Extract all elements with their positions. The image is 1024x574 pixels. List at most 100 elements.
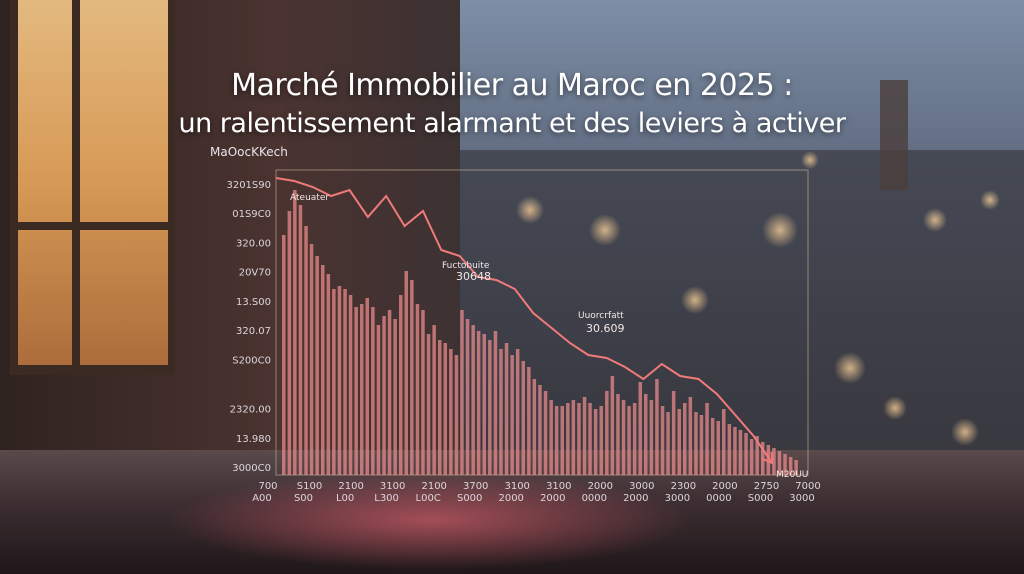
bar [582,397,587,475]
bar [766,445,771,475]
bar [421,310,425,475]
bar [337,286,342,475]
x-tick-sublabel: 2000 [540,493,565,504]
x-tick-label: S100 [297,481,322,492]
x-tick-sublabel: S00 [294,493,313,504]
page-subtitle: un ralentissement alarmant et des levier… [178,108,846,139]
y-tick-label: 13.980 [236,434,271,445]
bar [783,454,787,475]
bar [348,295,353,475]
bar [777,451,782,475]
bar [571,400,576,475]
bar [527,367,531,475]
bar [683,403,687,475]
y-tick-label: 320.07 [236,326,271,337]
bar [694,412,698,475]
bar [499,349,503,475]
bar [465,319,470,475]
bar [304,226,308,475]
annotation-mid-value: 30648 [456,270,491,283]
bar [788,457,793,475]
trend-arrow-head [761,451,774,465]
bar [415,304,420,475]
bar [438,340,442,475]
bar [727,424,732,475]
bar [649,400,654,475]
bar [593,409,598,475]
bar [688,397,693,475]
bar [354,307,358,475]
y-tick-label: 13.S00 [236,297,271,308]
x-tick-label: 3100 [546,481,571,492]
bar [443,343,447,475]
bar [644,394,648,475]
x-tick-sublabel: 2000 [498,493,523,504]
bar [493,331,498,475]
bar [521,361,525,475]
x-tick-sublabel: S000 [748,493,773,504]
x-tick-sublabel: 3000 [665,493,690,504]
x-tick-label: 3100 [504,481,529,492]
bar [599,406,603,475]
annotation-late-label: Uuorcrfatt [578,311,624,321]
bar [738,430,743,475]
bar [454,355,459,475]
x-tick-label: 700 [258,481,277,492]
x-tick-label: 2000 [588,481,613,492]
bar [515,349,520,475]
y-tick-label: S200C0 [232,355,271,366]
bar [399,295,403,475]
x-tick-label: 3100 [380,481,405,492]
x-tick-label: 2300 [671,481,696,492]
bar [321,265,325,475]
bar [588,403,592,475]
bar [616,394,620,475]
bar [332,289,336,475]
bar [482,334,486,475]
trend-line [275,177,773,464]
bar [343,289,347,475]
y-tick-label: 3000C0 [232,463,271,474]
x-tick-sublabel: 0000 [582,493,607,504]
bar [671,391,676,475]
bar [426,334,431,475]
bar [710,418,715,475]
bar [733,427,737,475]
bar [460,310,464,475]
annotation-end-value: M20UU [776,470,808,480]
bar [666,412,670,475]
bar [532,379,537,475]
bar [393,319,397,475]
bar [404,271,408,475]
bar [722,409,726,475]
bar [560,406,564,475]
bar [605,391,609,475]
bar [471,325,475,475]
bar [432,325,436,475]
bar [298,205,303,475]
bar [632,403,637,475]
bar [638,382,642,475]
brand-label: MaOocKKech [210,145,288,159]
bar [449,349,453,475]
x-tick-sublabel: 3000 [789,493,814,504]
y-tick-label: 20V70 [239,268,271,279]
y-tick-label: 320.00 [236,238,271,249]
bar [655,379,659,475]
bar [504,343,509,475]
bar [538,385,542,475]
chart-frame [275,169,809,476]
annotation-start-label: Ateuater [290,193,329,203]
bar [510,355,514,475]
bar [282,235,286,475]
bar [705,403,709,475]
x-tick-sublabel: S000 [457,493,482,504]
x-tick-sublabel: 0000 [706,493,731,504]
annotation-mid-label: Fuctobuite [442,261,490,271]
bar [410,280,414,475]
x-tick-label: 2100 [421,481,446,492]
x-tick-sublabel: 2000 [623,493,648,504]
bar [677,409,681,475]
bar [610,376,615,475]
